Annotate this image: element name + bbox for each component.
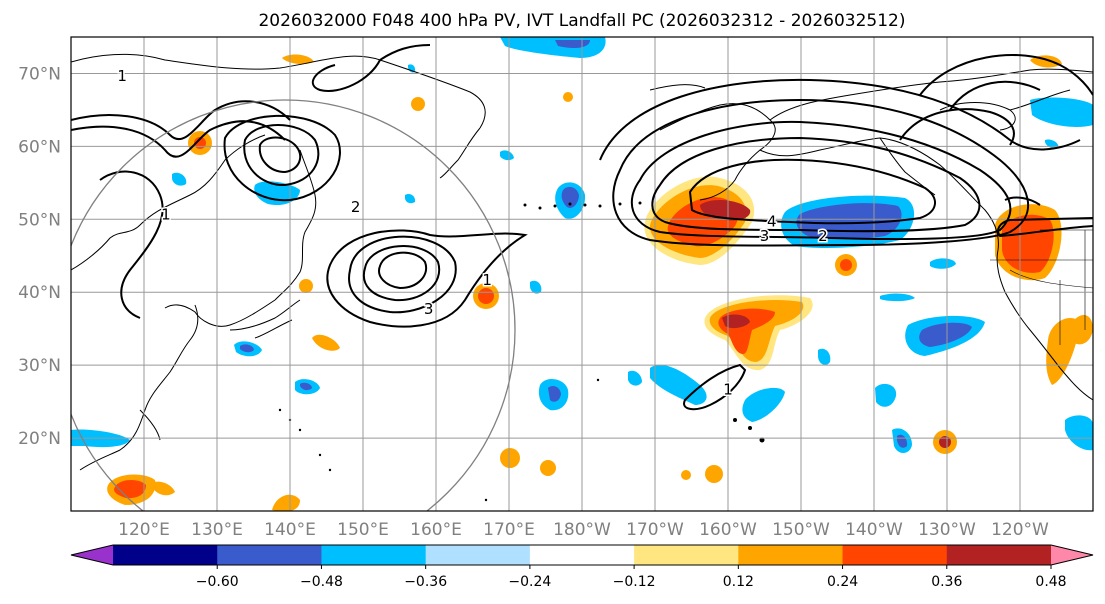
latitude-axis: 70°N 60°N 50°N 40°N 30°N 20°N — [18, 64, 61, 449]
positive-anomaly-region — [1070, 314, 1093, 345]
colorbar-tick-label: −0.36 — [404, 574, 447, 590]
longitude-label: 160°E — [410, 520, 462, 540]
colorbar-bin — [529, 545, 635, 565]
colorbar-bin — [321, 545, 427, 565]
positive-anomaly-region — [705, 465, 723, 483]
contour-label: 1 — [482, 271, 492, 289]
longitude-label: 170°W — [626, 520, 684, 540]
positive-anomaly-region — [150, 481, 175, 496]
contour-label: 3 — [760, 227, 770, 245]
pv-contours — [71, 44, 1093, 411]
contour-label: 4 — [767, 213, 777, 231]
longitude-label: 130°W — [918, 520, 976, 540]
longitude-label: 130°E — [191, 520, 243, 540]
negative-anomaly-region — [555, 40, 590, 48]
latitude-label: 20°N — [18, 429, 61, 449]
negative-anomaly-region — [875, 383, 897, 407]
contour-label: 1 — [161, 205, 171, 223]
negative-anomaly-region — [650, 364, 707, 405]
negative-anomaly-region — [930, 258, 956, 269]
longitude-label: 160°W — [699, 520, 757, 540]
colorbar-tick-label: −0.24 — [508, 574, 551, 590]
colorbar-tick-label: −0.48 — [300, 574, 343, 590]
positive-anomaly-region — [840, 259, 852, 271]
negative-anomaly-region — [1030, 97, 1093, 127]
colorbar-tick-label: −0.60 — [196, 574, 239, 590]
positive-anomaly-region — [114, 479, 146, 499]
negative-anomaly-region — [500, 150, 514, 161]
colorbar-bin — [217, 545, 322, 565]
longitude-label: 120°W — [991, 520, 1049, 540]
positive-anomaly-region — [540, 460, 556, 476]
latitude-label: 60°N — [18, 137, 61, 157]
negative-anomaly-region — [300, 382, 312, 391]
colorbar-tick-label: −0.12 — [613, 574, 656, 590]
negative-anomaly-region — [405, 193, 416, 204]
colorbar-bin — [113, 545, 218, 565]
colorbar-bin — [738, 545, 844, 565]
colorbar-outline — [70, 544, 1094, 566]
contour-label: 1 — [723, 380, 733, 398]
radius-circle — [71, 99, 516, 511]
map-title: 2026032000 F048 400 hPa PV, IVT Landfall… — [258, 11, 905, 31]
negative-anomaly-region — [880, 293, 915, 302]
islands — [278, 201, 765, 502]
latitude-label: 50°N — [18, 210, 61, 230]
positive-anomaly-region — [500, 448, 520, 468]
positive-anomaly-region — [312, 334, 340, 351]
contour-label: 2 — [818, 227, 828, 245]
positive-anomaly-region — [939, 436, 951, 448]
negative-anomaly-region — [561, 186, 579, 208]
longitude-axis: 120°E 130°E 140°E 150°E 160°E 170°E 180°W 170°W… — [118, 520, 1049, 540]
latitude-label: 30°N — [18, 356, 61, 376]
positive-anomaly-region — [299, 279, 313, 293]
positive-anomaly-region — [411, 97, 425, 111]
longitude-label: 150°E — [337, 520, 389, 540]
colorbar-bin — [842, 545, 948, 565]
positive-anomaly-region — [563, 92, 573, 102]
colorbar: −0.60 −0.48 −0.36 −0.24 −0.12 0.12 0.24 0.36 0.4… — [70, 544, 1094, 590]
graticule — [71, 37, 1093, 511]
negative-anomaly-region — [919, 322, 972, 347]
negative-anomaly-region — [548, 386, 561, 402]
contour-label: 2 — [351, 198, 361, 216]
positive-anomaly-region — [681, 470, 691, 480]
latitude-label: 70°N — [18, 64, 61, 84]
colorbar-tick-label: 0.36 — [931, 574, 962, 590]
positive-anomaly-region — [1002, 214, 1054, 273]
longitude-label: 140°E — [264, 520, 316, 540]
colorbar-tick-label: 0.12 — [723, 574, 754, 590]
colorbar-tick-label: 0.24 — [827, 574, 858, 590]
longitude-label: 170°E — [483, 520, 535, 540]
longitude-label: 150°W — [772, 520, 830, 540]
contour-label: 1 — [117, 67, 127, 85]
longitude-label: 180°W — [553, 520, 611, 540]
map-frame — [70, 36, 1094, 512]
longitude-label: 120°E — [118, 520, 170, 540]
colorbar-bin — [946, 545, 1052, 565]
negative-anomaly-region — [742, 387, 785, 422]
latitude-label: 40°N — [18, 283, 61, 303]
positive-anomaly-region — [272, 494, 300, 511]
negative-anomaly-region — [172, 172, 187, 186]
negative-anomaly-region — [628, 370, 642, 386]
colorbar-tick-label: 0.48 — [1035, 574, 1066, 590]
negative-anomaly-region — [1065, 415, 1093, 451]
negative-anomaly-region — [240, 344, 254, 353]
colorbar-extend-low — [71, 545, 113, 565]
positive-anomaly-region — [478, 288, 494, 304]
colorbar-bin — [425, 545, 531, 565]
negative-anomaly-region — [530, 280, 542, 294]
colorbar-extend-high — [1051, 545, 1093, 565]
contour-label: 3 — [424, 300, 434, 318]
colorbar-bin — [634, 545, 739, 565]
positive-anomaly-region — [722, 314, 750, 329]
negative-anomaly-region — [818, 348, 831, 365]
longitude-label: 140°W — [845, 520, 903, 540]
